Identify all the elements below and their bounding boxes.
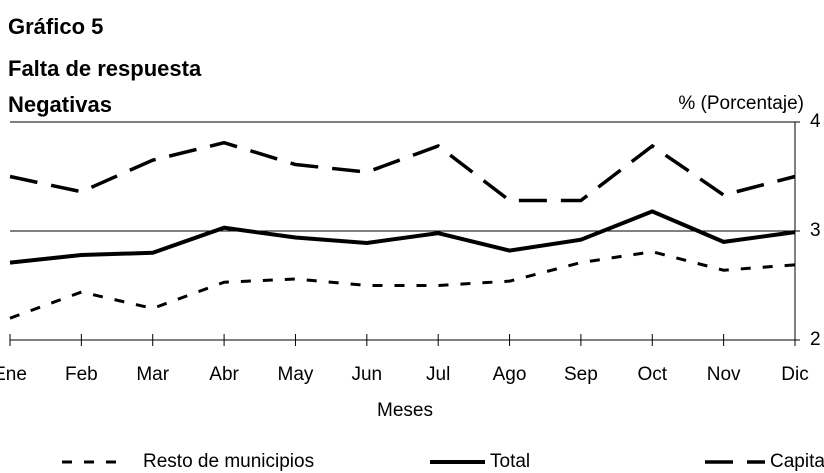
x-tick-label: Jul bbox=[426, 364, 450, 385]
y-tick-label: 2 bbox=[810, 329, 821, 350]
y-axis-label: % (Porcentaje) bbox=[678, 93, 804, 114]
legend-label: Capitales bbox=[770, 451, 824, 472]
series-line bbox=[9, 250, 796, 320]
chart-title: Gráfico 5 bbox=[8, 14, 103, 39]
legend-label: Total bbox=[490, 451, 530, 472]
y-tick-label: 4 bbox=[810, 111, 821, 132]
legend-label: Resto de municipios bbox=[143, 451, 314, 472]
chart-subtitle: Negativas bbox=[8, 92, 112, 117]
chart-subtitle: Falta de respuesta bbox=[8, 56, 202, 81]
y-tick-label: 3 bbox=[810, 220, 821, 241]
x-tick-label: Feb bbox=[65, 364, 98, 385]
series-line bbox=[9, 140, 796, 203]
x-tick-label: Oct bbox=[637, 364, 667, 385]
x-tick-label: Ago bbox=[493, 364, 527, 385]
series-line bbox=[9, 209, 796, 265]
x-tick-label: Dic bbox=[781, 364, 808, 385]
x-tick-label: Mar bbox=[136, 364, 169, 385]
x-axis-label: Meses bbox=[377, 400, 433, 421]
x-tick-label: Abr bbox=[209, 364, 239, 385]
x-tick-label: May bbox=[278, 364, 314, 385]
x-tick-label: Ene bbox=[0, 364, 27, 385]
x-tick-label: Sep bbox=[564, 364, 598, 385]
x-tick-label: Nov bbox=[707, 364, 741, 385]
x-tick-label: Jun bbox=[351, 364, 382, 385]
